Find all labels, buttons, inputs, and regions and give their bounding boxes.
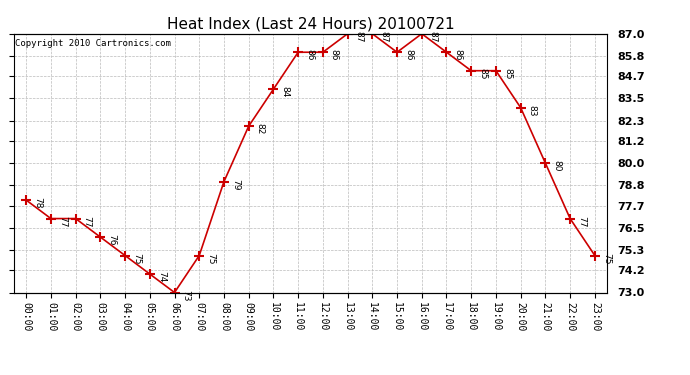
Text: 87: 87 — [428, 31, 437, 42]
Text: 87: 87 — [380, 31, 388, 42]
Text: 82: 82 — [255, 123, 265, 135]
Text: 83: 83 — [528, 105, 537, 116]
Text: 74: 74 — [157, 271, 166, 283]
Text: 73: 73 — [181, 290, 190, 301]
Text: 86: 86 — [305, 50, 314, 61]
Text: 77: 77 — [577, 216, 586, 227]
Text: 77: 77 — [58, 216, 67, 227]
Text: 75: 75 — [206, 253, 215, 264]
Text: 80: 80 — [552, 160, 562, 172]
Text: 76: 76 — [107, 234, 117, 246]
Text: Copyright 2010 Cartronics.com: Copyright 2010 Cartronics.com — [15, 39, 171, 48]
Text: 77: 77 — [83, 216, 92, 227]
Text: 75: 75 — [132, 253, 141, 264]
Text: 85: 85 — [478, 68, 487, 80]
Text: 86: 86 — [404, 50, 413, 61]
Text: 86: 86 — [330, 50, 339, 61]
Text: 84: 84 — [280, 86, 289, 98]
Text: 79: 79 — [231, 179, 240, 190]
Text: 87: 87 — [355, 31, 364, 42]
Text: 85: 85 — [503, 68, 512, 80]
Text: 86: 86 — [453, 50, 462, 61]
Title: Heat Index (Last 24 Hours) 20100721: Heat Index (Last 24 Hours) 20100721 — [167, 16, 454, 31]
Text: 75: 75 — [602, 253, 611, 264]
Text: 78: 78 — [33, 197, 42, 209]
